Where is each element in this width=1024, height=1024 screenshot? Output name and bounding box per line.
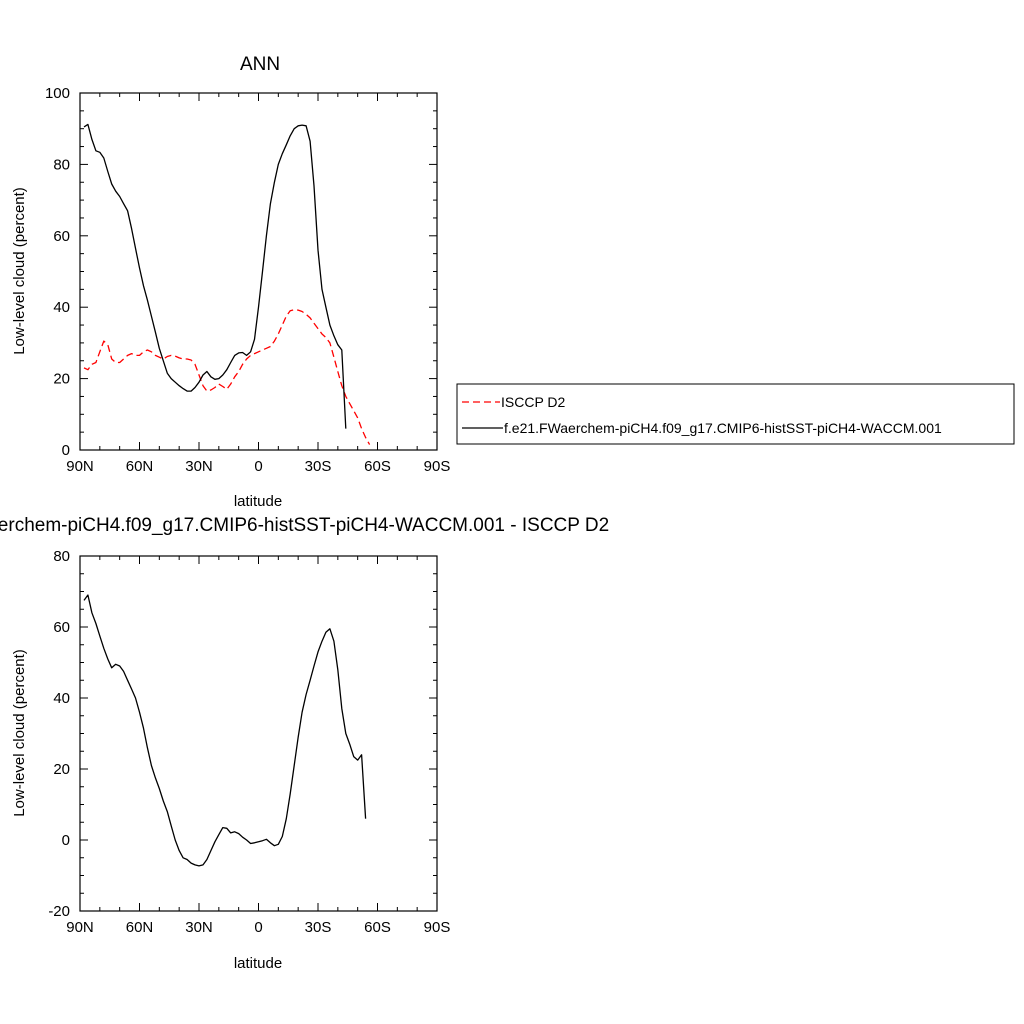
legend-entry-isccp: ISCCP D2	[501, 394, 566, 410]
y-tick-label: 40	[53, 299, 70, 316]
y-tick-label: 20	[53, 761, 70, 778]
legend: ISCCP D2 f.e21.FWaerchem-piCH4.f09_g17.C…	[456, 383, 1015, 445]
x-tick-label: 30N	[185, 458, 213, 475]
y-tick-label: 0	[62, 442, 70, 459]
y-tick-label: 20	[53, 371, 70, 388]
y-tick-label: 80	[53, 156, 70, 173]
y-axis-label: Low-level cloud (percent)	[11, 649, 28, 817]
chart-panel-difference: f.e21.FWaerchem-piCH4.f09_g17.CMIP6-hist…	[0, 515, 609, 972]
x-tick-label: 30S	[305, 919, 332, 936]
plot-frame	[79, 92, 438, 451]
x-axis-label: latitude	[234, 493, 282, 510]
y-tick-label: 60	[53, 619, 70, 636]
y-tick-label: 40	[53, 690, 70, 707]
x-tick-label: 0	[254, 458, 262, 475]
series-line-0	[83, 594, 367, 867]
y-tick-label: 100	[45, 85, 70, 102]
legend-entry-model: f.e21.FWaerchem-piCH4.f09_g17.CMIP6-hist…	[504, 420, 942, 436]
x-tick-label: 60N	[126, 458, 154, 475]
series-line-1	[83, 123, 347, 429]
plot-frame	[79, 555, 438, 912]
x-tick-label: 30N	[185, 919, 213, 936]
legend-box	[456, 383, 1015, 445]
chart-title: f.e21.FWaerchem-piCH4.f09_g17.CMIP6-hist…	[0, 515, 609, 536]
series-line-0	[83, 309, 371, 445]
x-tick-label: 60S	[364, 919, 391, 936]
x-tick-label: 90S	[424, 458, 451, 475]
y-tick-label: 80	[53, 548, 70, 565]
x-tick-label: 0	[254, 919, 262, 936]
y-tick-label: 60	[53, 228, 70, 245]
x-axis-label: latitude	[234, 955, 282, 972]
x-tick-label: 30S	[305, 458, 332, 475]
x-tick-label: 90N	[66, 919, 94, 936]
x-tick-label: 90S	[424, 919, 451, 936]
x-tick-label: 90N	[66, 458, 94, 475]
y-tick-label: 0	[62, 832, 70, 849]
y-tick-label: -20	[48, 903, 70, 920]
x-tick-label: 60N	[126, 919, 154, 936]
y-axis-label: Low-level cloud (percent)	[11, 187, 28, 355]
chart-panel-annual: ANN Low-level cloud (percent) latitude 9…	[11, 54, 450, 510]
chart-title: ANN	[240, 54, 280, 75]
x-tick-label: 60S	[364, 458, 391, 475]
